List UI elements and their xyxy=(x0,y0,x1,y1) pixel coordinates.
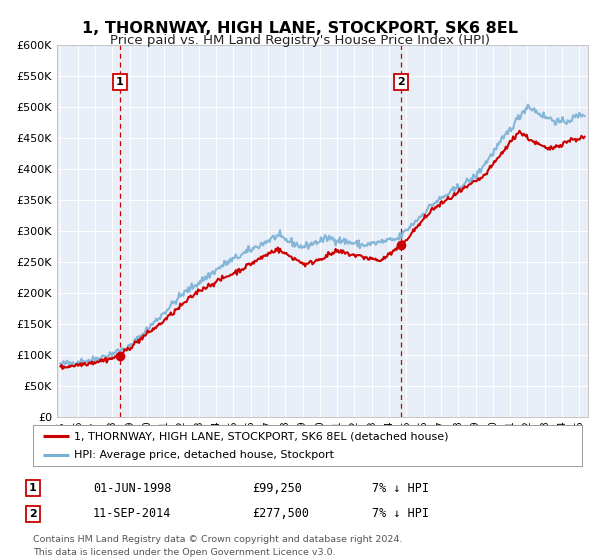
Text: Contains HM Land Registry data © Crown copyright and database right 2024.
This d: Contains HM Land Registry data © Crown c… xyxy=(33,535,403,557)
Text: £277,500: £277,500 xyxy=(252,507,309,520)
Text: 1: 1 xyxy=(29,483,37,493)
Text: 1: 1 xyxy=(116,77,124,87)
Text: 1, THORNWAY, HIGH LANE, STOCKPORT, SK6 8EL: 1, THORNWAY, HIGH LANE, STOCKPORT, SK6 8… xyxy=(82,21,518,36)
Text: £99,250: £99,250 xyxy=(252,482,302,495)
Text: 1, THORNWAY, HIGH LANE, STOCKPORT, SK6 8EL (detached house): 1, THORNWAY, HIGH LANE, STOCKPORT, SK6 8… xyxy=(74,431,449,441)
Text: 11-SEP-2014: 11-SEP-2014 xyxy=(93,507,172,520)
Text: 2: 2 xyxy=(397,77,405,87)
Text: 7% ↓ HPI: 7% ↓ HPI xyxy=(372,507,429,520)
Text: 2: 2 xyxy=(29,508,37,519)
Text: HPI: Average price, detached house, Stockport: HPI: Average price, detached house, Stoc… xyxy=(74,450,334,460)
Text: 7% ↓ HPI: 7% ↓ HPI xyxy=(372,482,429,495)
Text: 01-JUN-1998: 01-JUN-1998 xyxy=(93,482,172,495)
Text: Price paid vs. HM Land Registry's House Price Index (HPI): Price paid vs. HM Land Registry's House … xyxy=(110,34,490,46)
